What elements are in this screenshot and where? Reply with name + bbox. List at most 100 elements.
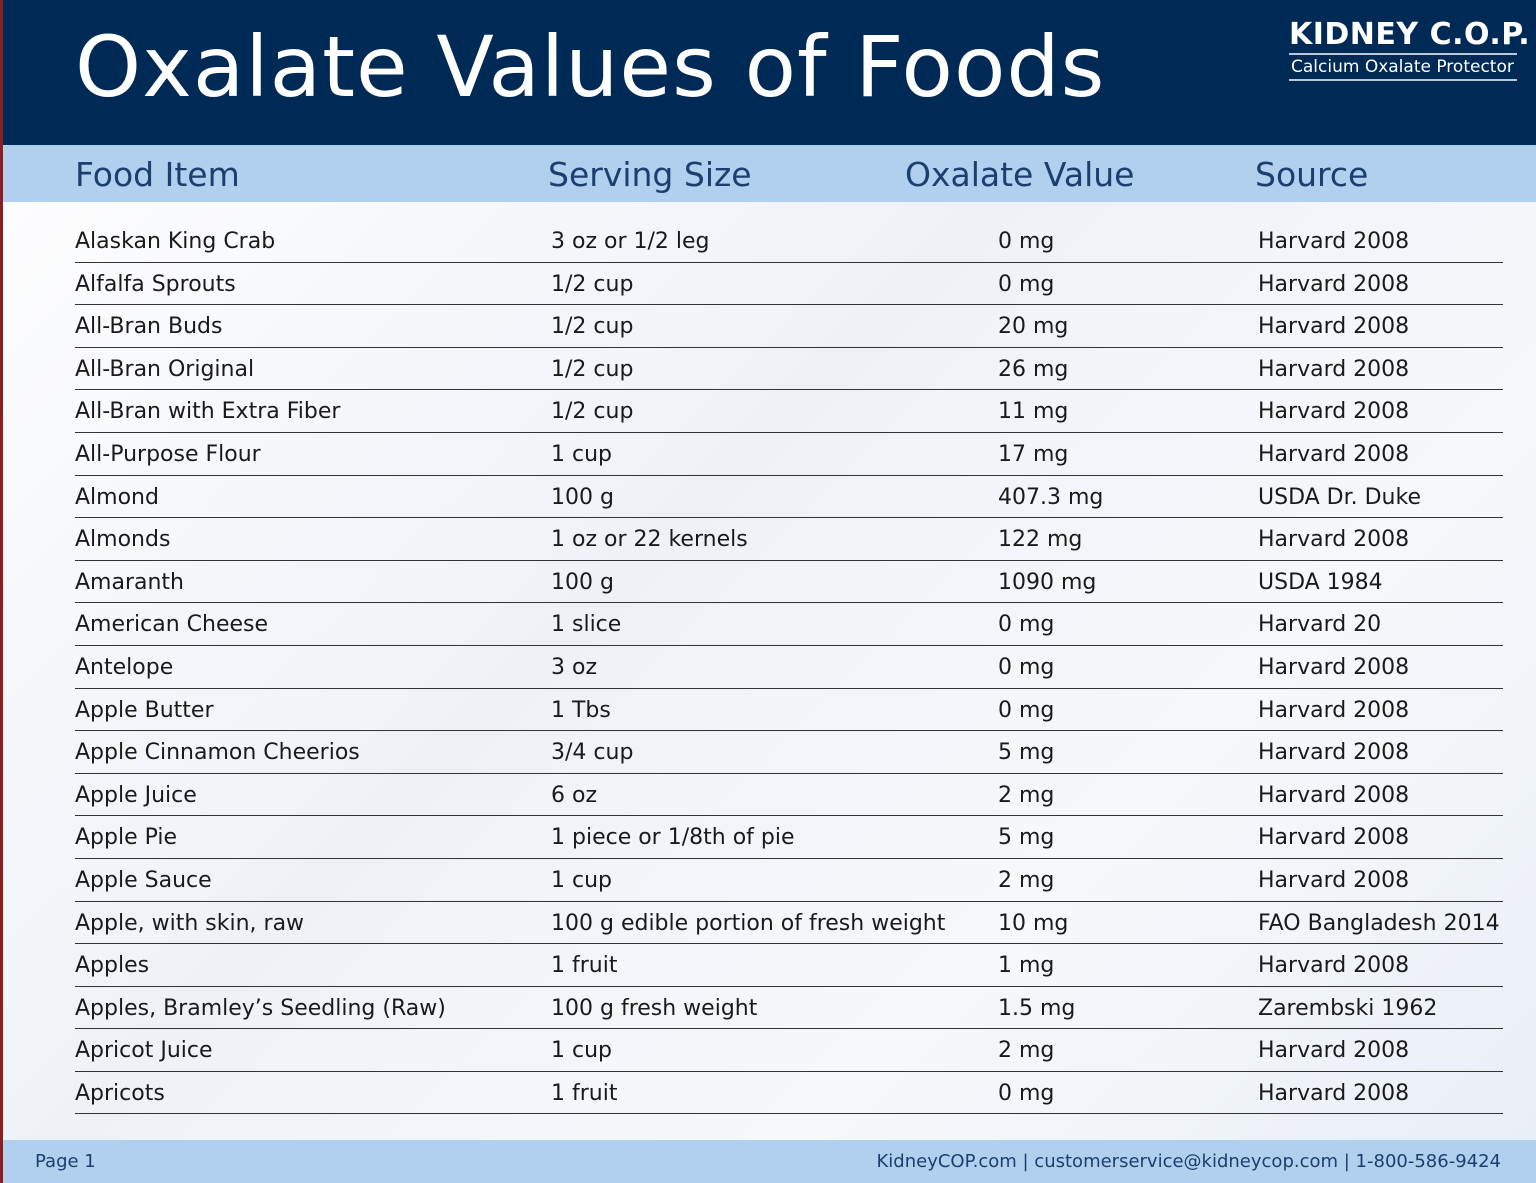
table-row: All-Bran with Extra Fiber 1/2 cup 11 mg Har…: [75, 390, 1503, 433]
column-header-row: Food Item Serving Size Oxalate Value Sou…: [3, 145, 1536, 202]
cell-source: Harvard 20: [1258, 612, 1382, 638]
cell-source: Harvard 2008: [1258, 271, 1410, 297]
cell-food-item: Apple Sauce: [75, 867, 212, 893]
table-row: Apple, with skin, raw 100 g edible portio…: [75, 902, 1503, 945]
table-row: Alfalfa Sprouts 1/2 cup 0 mg Harvard 2008: [75, 263, 1503, 306]
cell-oxalate-value: 0 mg: [998, 654, 1055, 680]
cell-food-item: All-Purpose Flour: [75, 441, 261, 467]
cell-serving-size: 3 oz: [551, 654, 597, 680]
cell-source: Harvard 2008: [1258, 356, 1410, 382]
cell-source: Harvard 2008: [1258, 825, 1410, 851]
cell-serving-size: 1 fruit: [551, 953, 618, 979]
cell-food-item: All-Bran Original: [75, 356, 255, 382]
cell-source: Harvard 2008: [1258, 441, 1410, 467]
cell-oxalate-value: 5 mg: [998, 740, 1055, 766]
cell-source: Harvard 2008: [1258, 229, 1410, 254]
page-title: Oxalate Values of Foods: [75, 18, 1106, 116]
table-row: Apples 1 fruit 1 mg Harvard 2008: [75, 944, 1503, 987]
cell-oxalate-value: 17 mg: [998, 441, 1069, 467]
cell-serving-size: 6 oz: [551, 782, 597, 808]
kidney-cop-logo: KIDNEY C.O.P. Calcium Oxalate Protector: [1289, 18, 1530, 81]
cell-food-item: Apples, Bramley’s Seedling (Raw): [75, 995, 446, 1021]
cell-oxalate-value: 0 mg: [998, 1080, 1055, 1106]
cell-food-item: All-Bran Buds: [75, 314, 223, 340]
cell-serving-size: 1 cup: [551, 867, 612, 893]
cell-source: USDA Dr. Duke: [1258, 484, 1421, 510]
page-number: Page 1: [35, 1151, 96, 1172]
cell-serving-size: 100 g fresh weight: [551, 995, 758, 1021]
cell-oxalate-value: 0 mg: [998, 271, 1055, 297]
cell-food-item: All-Bran with Extra Fiber: [75, 399, 341, 425]
column-header-source: Source: [1255, 155, 1369, 194]
cell-serving-size: 100 g edible portion of fresh weight: [551, 910, 946, 936]
cell-source: Harvard 2008: [1258, 867, 1410, 893]
table-row: Apricots 1 fruit 0 mg Harvard 2008: [75, 1072, 1503, 1115]
table-row: All-Bran Buds 1/2 cup 20 mg Harvard 2008: [75, 305, 1503, 348]
logo-sub-text: Calcium Oxalate Protector: [1289, 55, 1517, 81]
cell-serving-size: 1 piece or 1/8th of pie: [551, 825, 795, 851]
cell-oxalate-value: 0 mg: [998, 229, 1055, 254]
column-header-serving-size: Serving Size: [548, 155, 752, 194]
cell-oxalate-value: 20 mg: [998, 314, 1069, 340]
cell-food-item: Apricots: [75, 1080, 165, 1106]
cell-oxalate-value: 26 mg: [998, 356, 1069, 382]
cell-oxalate-value: 1090 mg: [998, 569, 1097, 595]
table-row: American Cheese 1 slice 0 mg Harvard 20: [75, 603, 1503, 646]
cell-serving-size: 1/2 cup: [551, 399, 634, 425]
cell-food-item: Apple Pie: [75, 825, 178, 851]
cell-oxalate-value: 11 mg: [998, 399, 1069, 425]
cell-oxalate-value: 1.5 mg: [998, 995, 1076, 1021]
cell-source: Zarembski 1962: [1258, 995, 1438, 1021]
cell-food-item: Antelope: [75, 654, 174, 680]
cell-serving-size: 1 fruit: [551, 1080, 618, 1106]
cell-food-item: Apple Cinnamon Cheerios: [75, 740, 360, 766]
cell-source: Harvard 2008: [1258, 314, 1410, 340]
cell-serving-size: 1 cup: [551, 441, 612, 467]
cell-oxalate-value: 407.3 mg: [998, 484, 1104, 510]
cell-source: Harvard 2008: [1258, 953, 1410, 979]
cell-source: Harvard 2008: [1258, 782, 1410, 808]
cell-oxalate-value: 1 mg: [998, 953, 1055, 979]
cell-oxalate-value: 0 mg: [998, 612, 1055, 638]
table-row: Apple Cinnamon Cheerios 3/4 cup 5 mg Harvar…: [75, 731, 1503, 774]
cell-food-item: Apple Butter: [75, 697, 214, 723]
column-header-oxalate-value: Oxalate Value: [905, 155, 1135, 194]
cell-food-item: Apples: [75, 953, 150, 979]
table-row: Apples, Bramley’s Seedling (Raw) 100 g fr…: [75, 987, 1503, 1030]
cell-oxalate-value: 10 mg: [998, 910, 1069, 936]
cell-food-item: Almond: [75, 484, 159, 510]
contact-info: KidneyCOP.com | customerservice@kidneyco…: [876, 1151, 1501, 1172]
cell-oxalate-value: 2 mg: [998, 782, 1055, 808]
footer: Page 1 KidneyCOP.com | customerservice@k…: [3, 1140, 1536, 1183]
cell-oxalate-value: 5 mg: [998, 825, 1055, 851]
cell-serving-size: 3 oz or 1/2 leg: [551, 229, 710, 254]
cell-serving-size: 100 g: [551, 484, 614, 510]
cell-food-item: Apple, with skin, raw: [75, 910, 305, 936]
table-row: Apple Sauce 1 cup 2 mg Harvard 2008: [75, 859, 1503, 902]
cell-serving-size: 1 slice: [551, 612, 622, 638]
cell-serving-size: 1 oz or 22 kernels: [551, 527, 748, 553]
table-row: Apple Juice 6 oz 2 mg Harvard 2008: [75, 774, 1503, 817]
column-header-food-item: Food Item: [75, 155, 240, 194]
cell-source: Harvard 2008: [1258, 654, 1410, 680]
cell-food-item: American Cheese: [75, 612, 269, 638]
cell-source: Harvard 2008: [1258, 527, 1410, 553]
table-row: Apple Pie 1 piece or 1/8th of pie 5 mg Harv…: [75, 816, 1503, 859]
cell-serving-size: 3/4 cup: [551, 740, 634, 766]
table-row: Antelope 3 oz 0 mg Harvard 2008: [75, 646, 1503, 689]
cell-oxalate-value: 122 mg: [998, 527, 1083, 553]
cell-oxalate-value: 2 mg: [998, 867, 1055, 893]
cell-serving-size: 1 cup: [551, 1038, 612, 1064]
oxalate-table: Alaskan King Crab 3 oz or 1/2 leg 0 mg Harv…: [75, 220, 1503, 1115]
cell-serving-size: 1/2 cup: [551, 356, 634, 382]
table-row: All-Bran Original 1/2 cup 26 mg Harvard 200…: [75, 348, 1503, 391]
cell-food-item: Alfalfa Sprouts: [75, 271, 236, 297]
table-row: Almonds 1 oz or 22 kernels 122 mg Harvard 2…: [75, 518, 1503, 561]
cell-serving-size: 1 Tbs: [551, 697, 611, 723]
table-body-background: [3, 202, 1536, 1140]
table-row: Amaranth 100 g 1090 mg USDA 1984: [75, 561, 1503, 604]
cell-food-item: Apricot Juice: [75, 1038, 213, 1064]
cell-food-item: Alaskan King Crab: [75, 229, 276, 254]
cell-source: FAO Bangladesh 2014: [1258, 910, 1500, 936]
cell-source: Harvard 2008: [1258, 1080, 1410, 1106]
